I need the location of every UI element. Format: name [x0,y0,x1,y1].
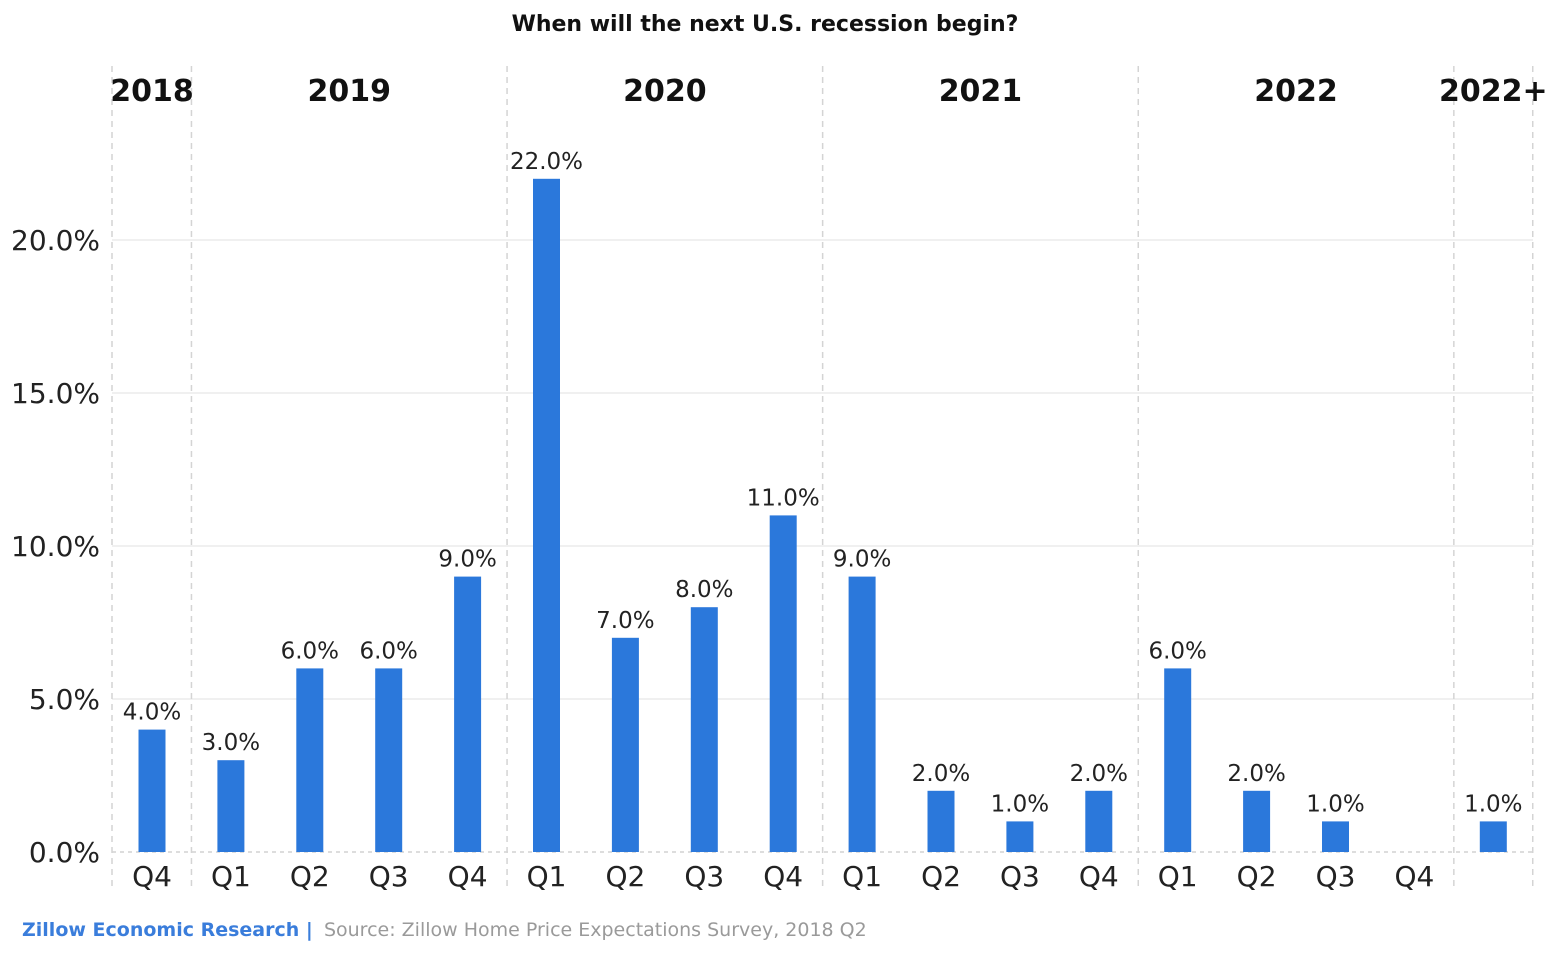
x-tick-label: Q2 [290,860,330,893]
bar-2021-Q4 [1085,790,1113,852]
x-tick-label: Q3 [684,860,724,893]
bar-2019-Q4 [454,576,482,852]
y-tick-label: 10.0% [11,530,100,563]
x-tick-label: Q4 [1394,860,1434,893]
data-label: 1.0% [1306,791,1364,817]
bar-2022-Q3 [1322,821,1349,852]
bar-2021-Q3 [1006,821,1034,852]
x-tick-label: Q3 [1000,860,1040,893]
year-label: 2022+ [1439,74,1548,109]
x-tick-label: Q1 [1158,860,1198,893]
data-label: 6.0% [359,638,417,664]
year-label: 2018 [110,74,194,109]
chart-title: When will the next U.S. recession begin? [512,12,1019,37]
footer-source: Source: Zillow Home Price Expectations S… [324,919,867,941]
data-label: 6.0% [281,638,339,664]
bar-2020-Q4 [769,515,797,852]
y-tick-label: 5.0% [29,683,100,716]
x-tick-label: Q3 [369,860,409,893]
x-tick-label: Q1 [842,860,882,893]
data-label: 1.0% [991,791,1049,817]
x-tick-label: Q1 [211,860,251,893]
data-label: 11.0% [747,485,820,511]
bar-2019-Q2 [296,668,324,852]
bar-2020-Q1 [533,178,560,853]
x-tick-label: Q3 [1316,860,1356,893]
data-label: 4.0% [123,700,181,726]
y-tick-label: 20.0% [11,224,100,257]
bar-2019-Q1 [217,760,245,852]
data-label: 9.0% [833,547,891,573]
bar-2021-Q1 [848,576,876,852]
x-tick-label: Q4 [448,860,488,893]
y-tick-label: 0.0% [29,836,100,869]
bar-2022-Q1 [1164,668,1192,852]
data-label: 8.0% [675,577,733,603]
data-label: 3.0% [202,730,260,756]
x-tick-label: Q4 [763,860,803,893]
data-label: 2.0% [1070,761,1128,787]
bar-2018-Q4 [138,729,166,852]
x-tick-label: Q2 [1237,860,1277,893]
year-label: 2021 [939,74,1023,109]
footer: Zillow Economic Research | Source: Zillo… [22,919,867,941]
bar-2020-Q2 [611,637,639,852]
year-label: 2019 [308,74,392,109]
bar-2020-Q3 [690,607,718,852]
x-tick-label: Q2 [921,860,961,893]
data-label: 1.0% [1464,791,1522,817]
footer-brand: Zillow Economic Research | [22,919,313,941]
x-tick-label: Q4 [1079,860,1119,893]
x-tick-label: Q4 [132,860,172,893]
bar-2022+-all [1479,821,1507,852]
year-label: 2020 [623,74,707,109]
data-label: 6.0% [1148,638,1206,664]
bar-2019-Q3 [375,668,403,852]
bar-2021-Q2 [927,790,955,852]
x-tick-label: Q2 [605,860,645,893]
data-label: 9.0% [438,547,496,573]
x-tick-label: Q1 [527,860,567,893]
data-label: 2.0% [912,761,970,787]
year-label: 2022 [1254,74,1338,109]
bar-2022-Q2 [1243,790,1271,852]
y-tick-label: 15.0% [11,377,100,410]
data-label: 22.0% [510,149,583,175]
data-label: 2.0% [1227,761,1285,787]
data-label: 7.0% [596,608,654,634]
